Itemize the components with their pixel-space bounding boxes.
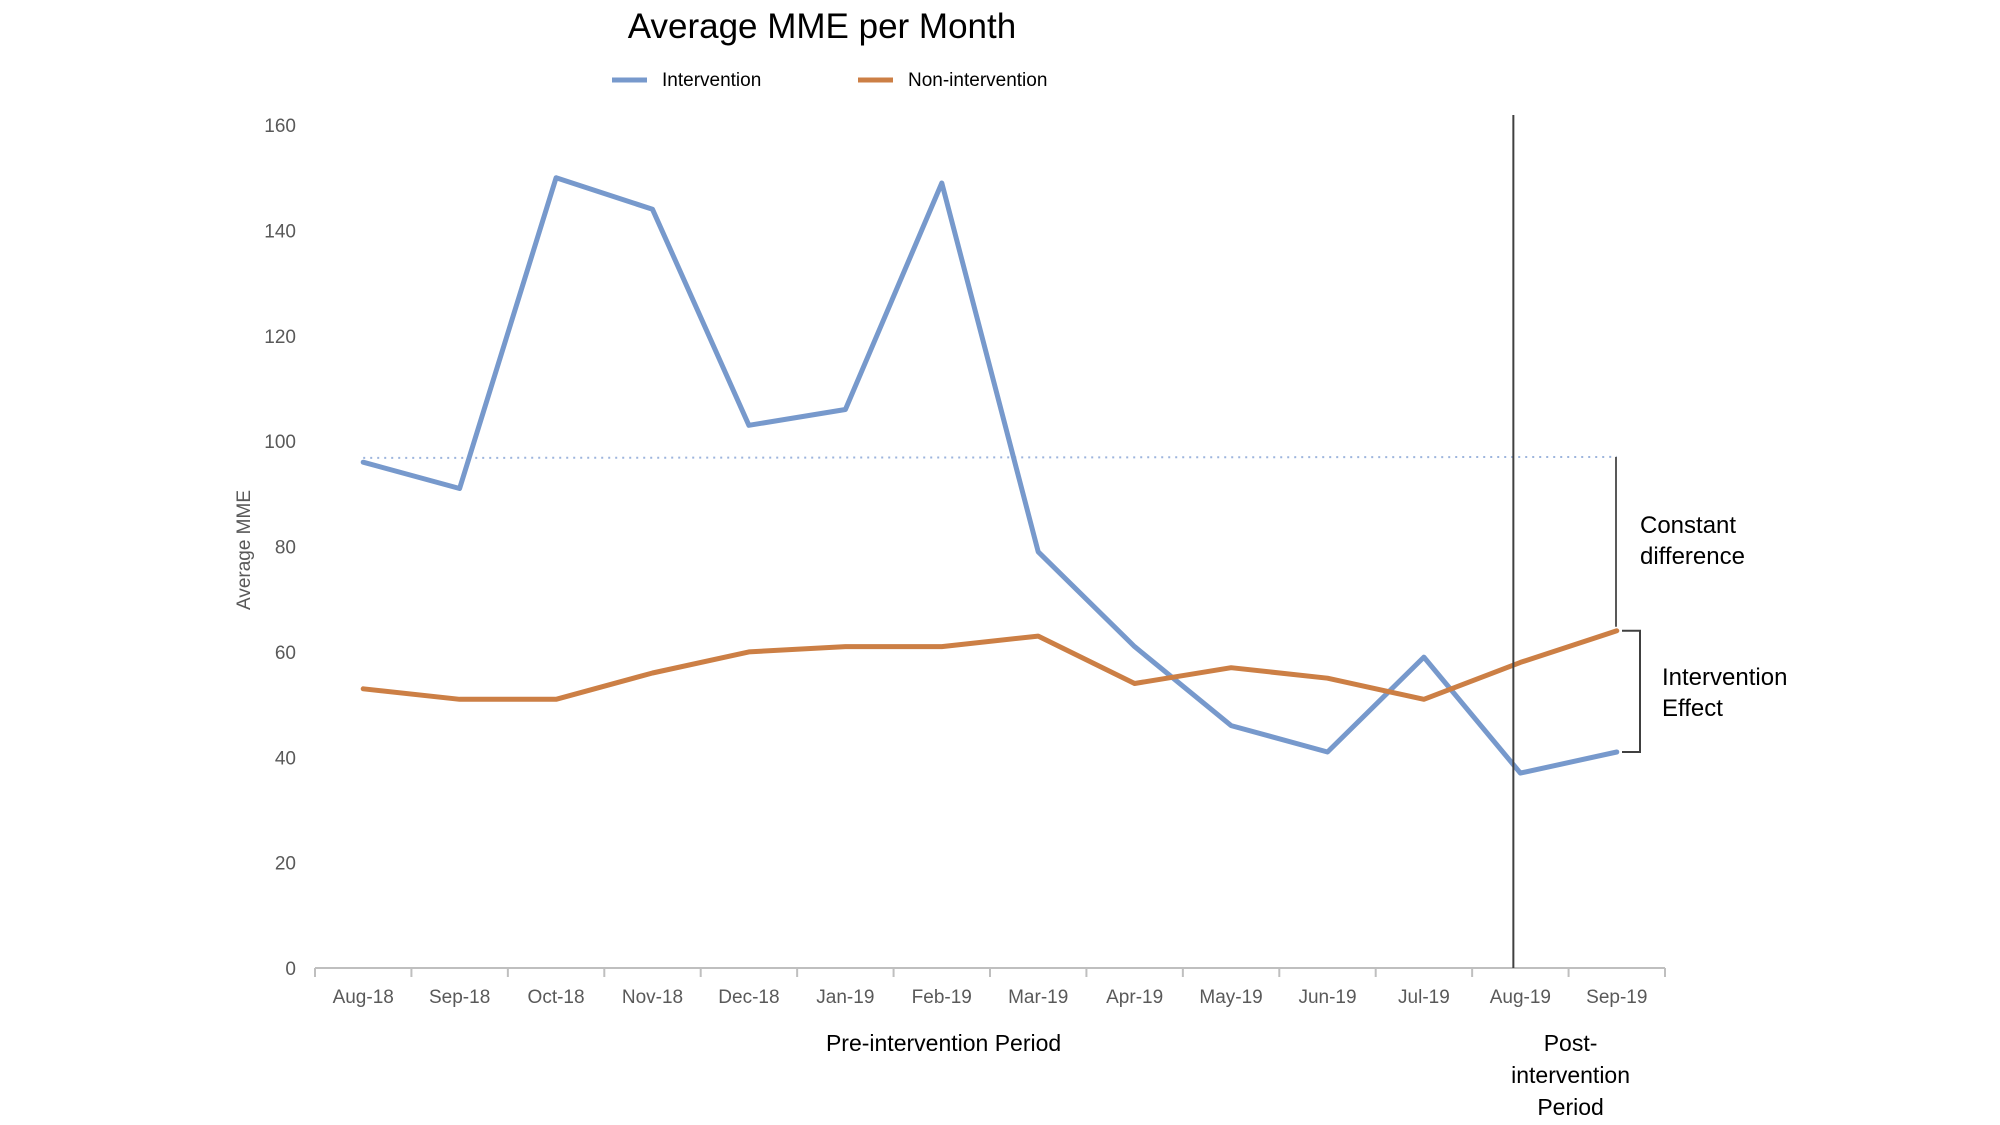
post-intervention-label: intervention — [1511, 1062, 1630, 1088]
x-tick-label: Oct-18 — [528, 987, 585, 1008]
constant-difference-label: difference — [1640, 543, 1745, 570]
y-tick-label: 100 — [264, 432, 296, 453]
intervention-effect-bracket — [1622, 629, 1641, 753]
pre-intervention-label: Pre-intervention Period — [826, 1030, 1061, 1056]
chart-title: Average MME per Month — [628, 7, 1016, 46]
series-group — [360, 175, 1620, 776]
x-tick-label: Dec-18 — [718, 987, 779, 1008]
intervention-effect-label: Intervention — [1662, 664, 1787, 691]
x-tick-label: Jan-19 — [816, 987, 874, 1008]
x-tick-label: May-19 — [1199, 987, 1262, 1008]
reference-line-group — [363, 455, 1617, 459]
constant-difference-label: Constant — [1640, 512, 1736, 539]
y-tick-label: 160 — [264, 116, 296, 137]
y-tick-label: 120 — [264, 327, 296, 348]
series-line-intervention — [360, 175, 1620, 776]
x-tick-label: Sep-18 — [429, 987, 490, 1008]
y-tick-label: 60 — [275, 643, 296, 664]
legend: Intervention Non-intervention — [612, 70, 1047, 91]
x-tick-label: Nov-18 — [622, 987, 683, 1008]
post-intervention-label: Post- — [1544, 1030, 1598, 1056]
series-line-non-intervention — [360, 628, 1620, 702]
x-tick-label: Feb-19 — [912, 987, 972, 1008]
x-tick-label: Jul-19 — [1398, 987, 1450, 1008]
y-tick-label: 0 — [285, 959, 296, 980]
intervention-effect-label: Effect — [1662, 695, 1723, 722]
y-tick-label: 80 — [275, 538, 296, 559]
y-tick-label: 140 — [264, 221, 296, 242]
x-tick-label: Mar-19 — [1008, 987, 1068, 1008]
period-labels: Pre-intervention Period Post-intervention… — [826, 1030, 1630, 1120]
legend-label-non-intervention: Non-intervention — [908, 70, 1047, 91]
x-tick-label: Apr-19 — [1106, 987, 1163, 1008]
y-tick-label: 20 — [275, 854, 296, 875]
post-intervention-label: Period — [1537, 1094, 1603, 1120]
x-tick-label: Aug-18 — [333, 987, 394, 1008]
reference-line — [363, 455, 1617, 459]
x-axis: Aug-18 Sep-18 Oct-18 Nov-18 Dec-18 Jan-19 Feb-… — [314, 967, 1666, 1008]
legend-label-intervention: Intervention — [662, 70, 761, 91]
y-tick-label: 40 — [275, 748, 296, 769]
annotations: Constant difference Intervention Effect — [1615, 456, 1787, 753]
x-tick-label: Sep-19 — [1586, 987, 1647, 1008]
x-tick-label: Jun-19 — [1298, 987, 1356, 1008]
y-axis-title: Average MME — [234, 490, 255, 610]
x-tick-label: Aug-19 — [1490, 987, 1551, 1008]
y-axis-ticks: 0 20 40 60 80 100 120 140 160 — [264, 116, 296, 980]
